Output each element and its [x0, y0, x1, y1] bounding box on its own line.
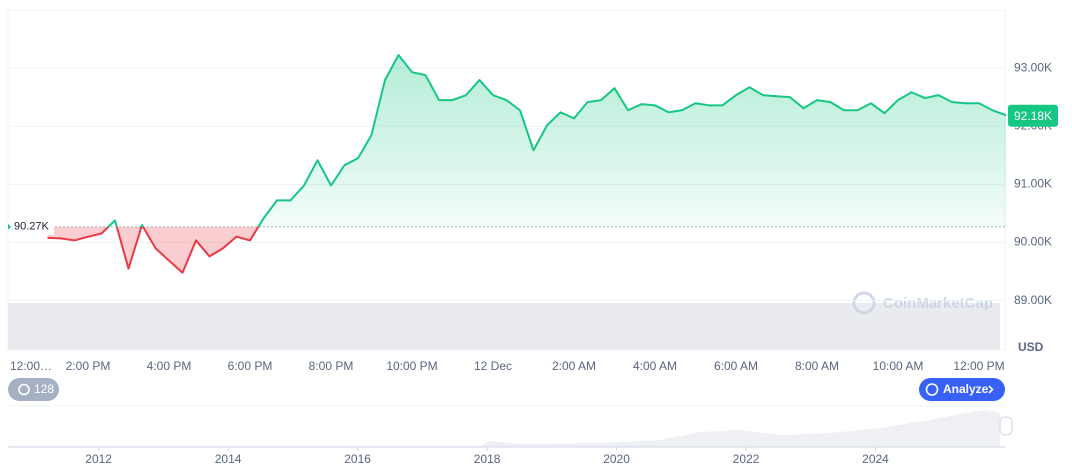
navigator: 2012 2014 2016 2018 2020 2022 2024 — [8, 405, 1013, 466]
watermark-logo — [852, 291, 876, 315]
x-tick-label: 12:00 PM — [953, 359, 1004, 373]
volume-band — [8, 303, 1000, 350]
analyze-button[interactable]: Analyze — [919, 378, 1005, 401]
analyze-label: Analyze — [943, 382, 989, 396]
x-tick-label: 8:00 PM — [309, 359, 354, 373]
navigator-handle[interactable] — [999, 416, 1013, 436]
price-line — [47, 54, 1007, 274]
x-tick-label: 2:00 AM — [552, 359, 596, 373]
history-icon — [18, 383, 30, 396]
watermark: CoinMarketCap — [852, 291, 993, 315]
navigator-area — [8, 410, 1000, 447]
y-tick-label: 89.00K — [1014, 293, 1052, 307]
baseline-tag-arrow — [8, 223, 11, 230]
navigator-year: 2014 — [215, 452, 242, 466]
navigator-year: 2022 — [733, 452, 760, 466]
price-tag: 92.18K — [1014, 109, 1052, 123]
x-tick-label: 10:00 PM — [386, 359, 437, 373]
navigator-year: 2018 — [474, 452, 501, 466]
x-tick-label: 6:00 PM — [228, 359, 273, 373]
price-tag-bg — [1008, 104, 1058, 127]
x-tick-label: 8:00 AM — [795, 359, 839, 373]
y-tick-label: 91.00K — [1014, 177, 1052, 191]
baseline-tag-bg — [8, 218, 54, 235]
history-count: 128 — [34, 382, 54, 396]
baseline-tag: 90.27K — [14, 221, 50, 233]
currency: USD — [1018, 340, 1044, 354]
x-tick-label: 2:00 PM — [66, 359, 111, 373]
y-tick-label: 93.00K — [1014, 60, 1052, 74]
price-area — [47, 55, 1006, 273]
analyze-chevron — [988, 385, 994, 394]
x-tick-label: 4:00 PM — [147, 359, 192, 373]
navigator-year: 2012 — [85, 452, 112, 466]
x-tick-label: 6:00 AM — [714, 359, 758, 373]
analyze-bg — [919, 378, 1005, 401]
navigator-year: 2020 — [603, 452, 630, 466]
history-badge-bg — [8, 378, 59, 401]
x-tick-label: 12:00… — [10, 359, 52, 373]
y-tick-label: 90.00K — [1014, 235, 1052, 249]
x-tick-label: 10:00 AM — [873, 359, 924, 373]
x-tick-label: 12 Dec — [474, 359, 512, 373]
navigator-year: 2024 — [862, 452, 889, 466]
history-badge[interactable]: 128 — [8, 378, 59, 401]
analyze-icon — [925, 383, 939, 396]
navigator-year: 2016 — [344, 452, 371, 466]
x-tick-label: 4:00 AM — [633, 359, 677, 373]
watermark-text: CoinMarketCap — [883, 295, 993, 312]
plot: 89.00K90.00K91.00K92.00K93.00K12:00…2:00… — [8, 54, 1058, 373]
